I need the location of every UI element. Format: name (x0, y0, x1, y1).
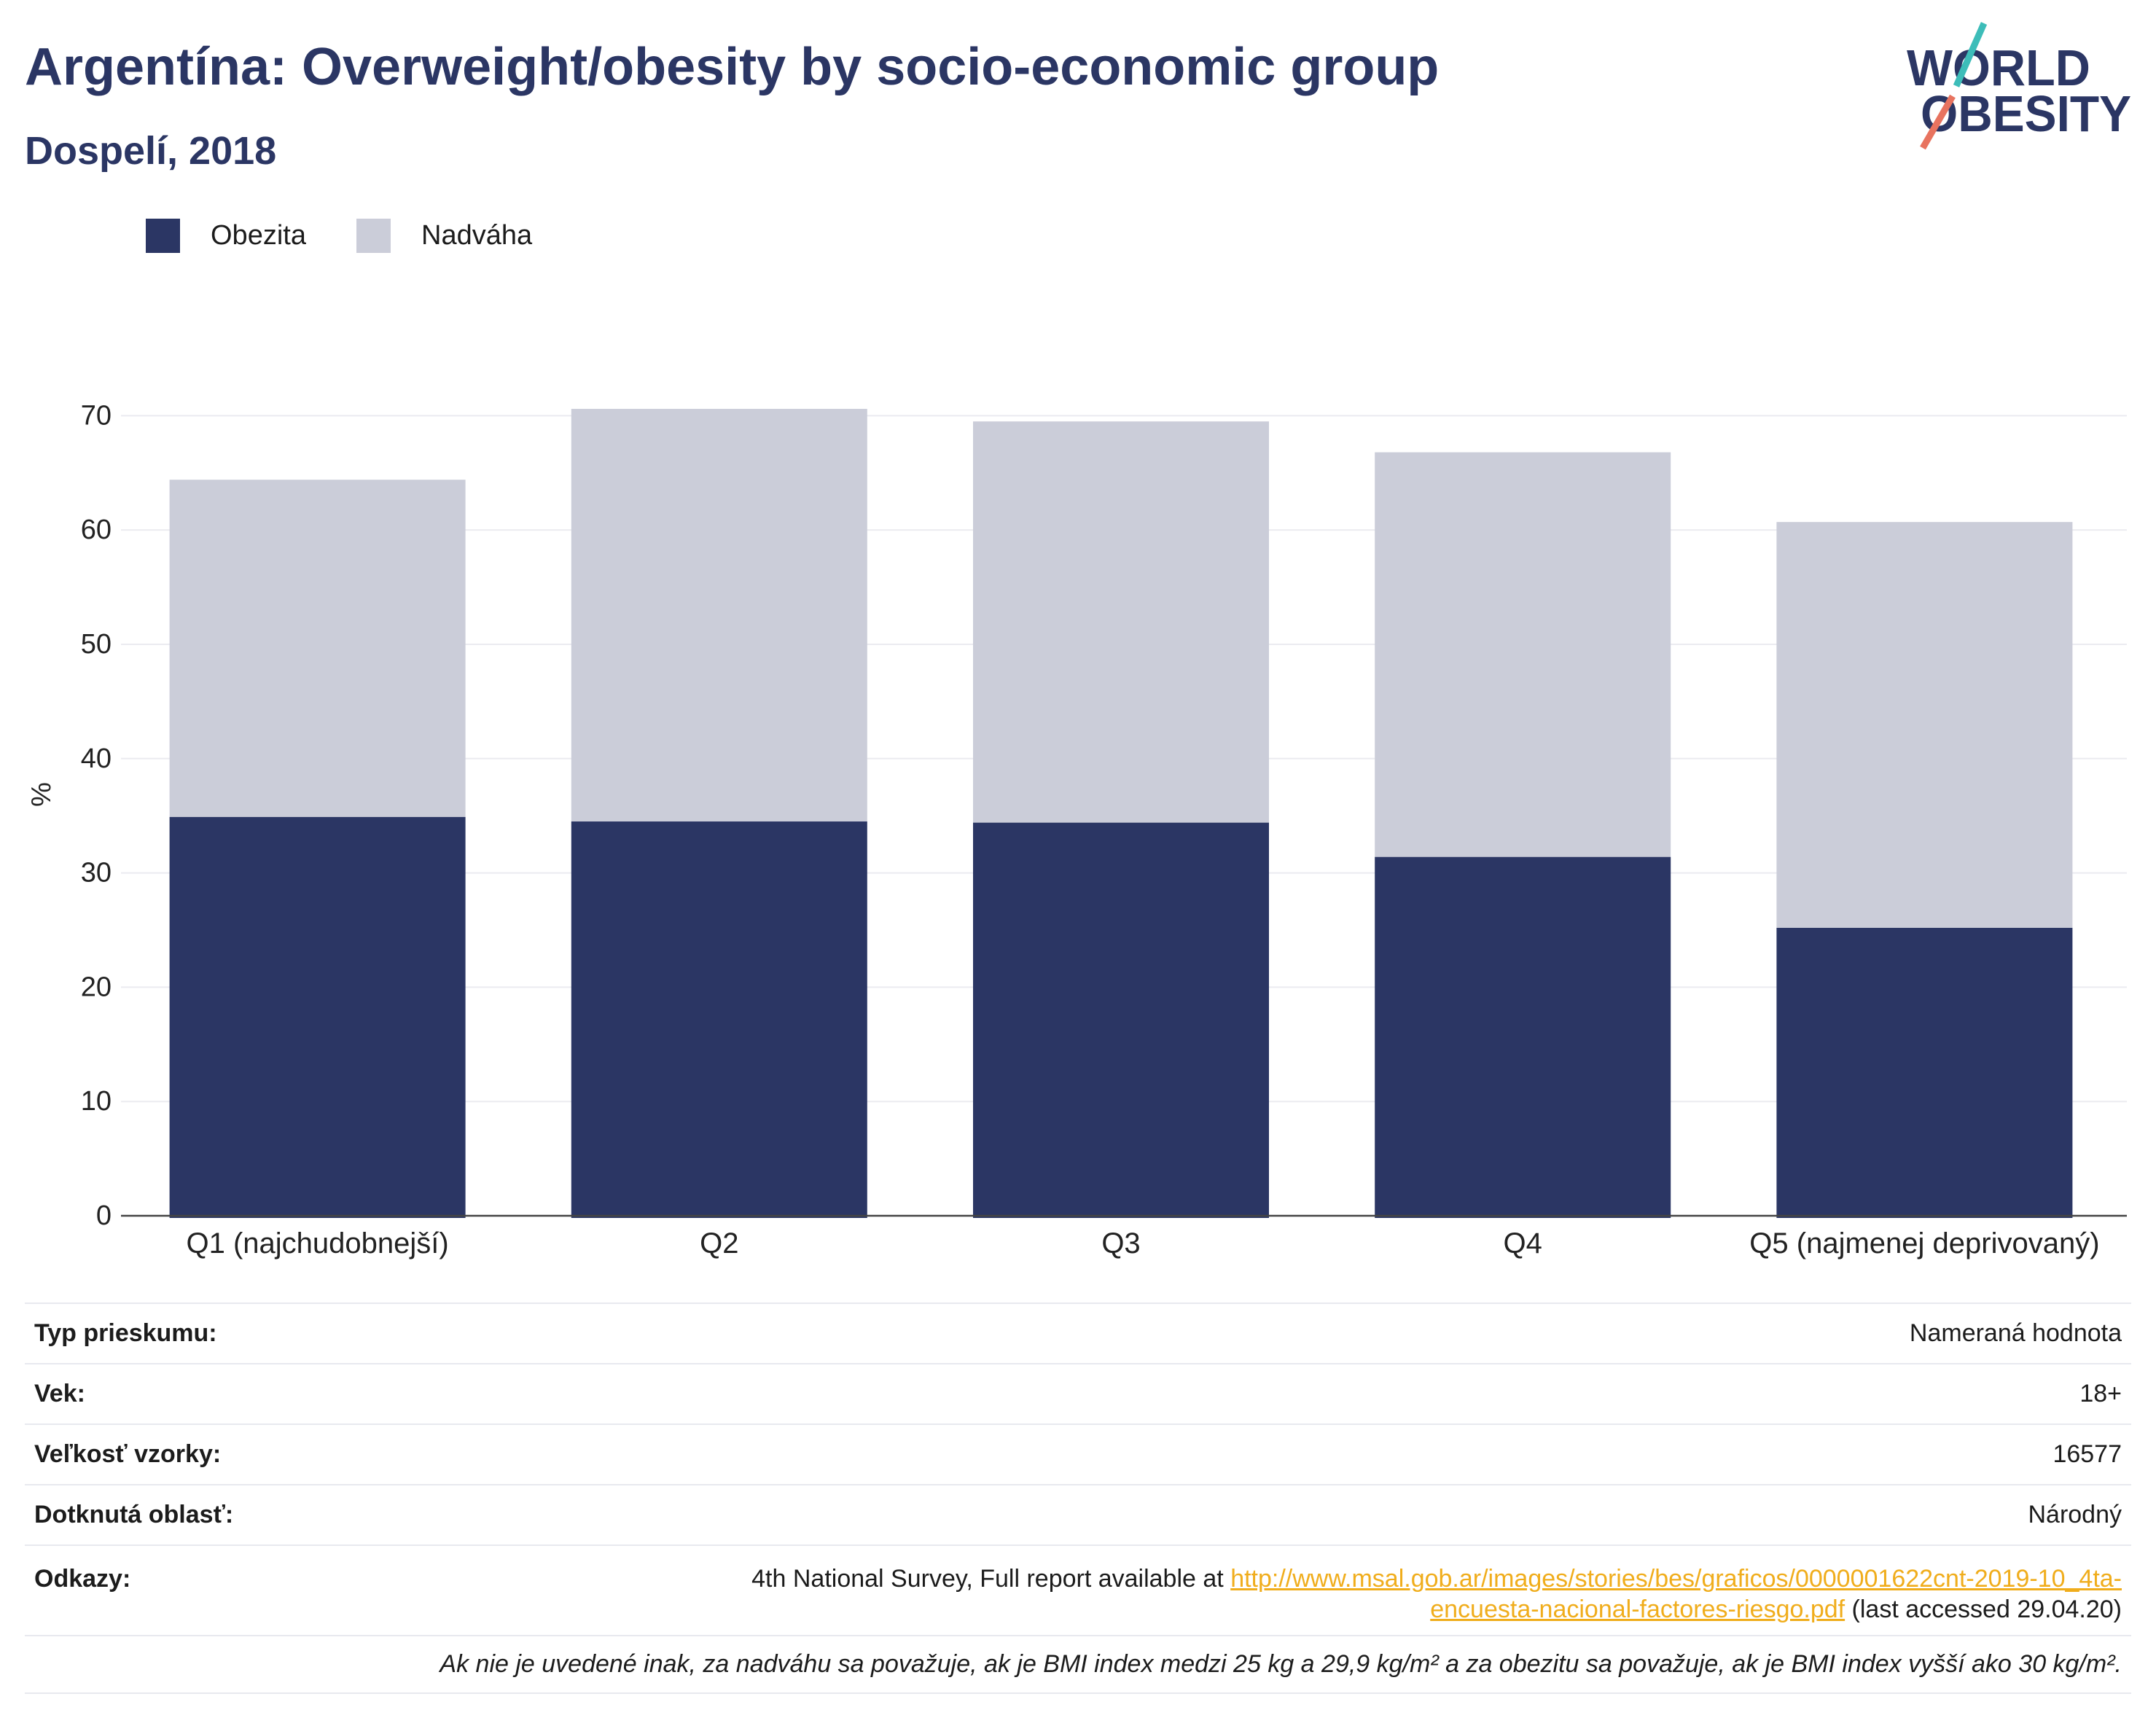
bar-obezita-q2 (571, 821, 867, 1218)
bar-nadvaha-q3 (973, 421, 1269, 823)
details-value: 16577 (2053, 1440, 2122, 1468)
details-label: Typ prieskumu: (34, 1319, 217, 1347)
details-row-survey-type: Typ prieskumu: Nameraná hodnota (25, 1303, 2131, 1363)
details-value: Nameraná hodnota (1909, 1319, 2122, 1347)
details-label: Vek: (34, 1380, 85, 1407)
y-axis-label: % (26, 782, 57, 807)
chart-subtitle: Dospelí, 2018 (25, 129, 277, 173)
details-label: Dotknutá oblasť: (34, 1501, 234, 1528)
bar-nadvaha-q5 (1776, 522, 2073, 928)
y-tick-label: 70 (81, 400, 112, 431)
y-tick-label: 10 (81, 1086, 112, 1117)
legend-swatch-obezita (146, 219, 180, 253)
details-row-area: Dotknutá oblasť: Národný (25, 1484, 2131, 1544)
legend-swatch-nadvaha (356, 219, 391, 253)
y-tick-label: 40 (81, 743, 112, 774)
bmi-definition-note: Ak nie je uvedené inak, za nadváhu sa po… (440, 1650, 2122, 1678)
x-tick-label: Q1 (najchudobnejší) (186, 1227, 448, 1260)
logo-teal-slash (1953, 22, 1988, 87)
y-tick-label: 50 (81, 629, 112, 660)
references-value: 4th National Survey, Full report availab… (693, 1563, 2122, 1625)
references-text-after: (last accessed 29.04.20) (1845, 1596, 2122, 1623)
bar-obezita-q4 (1375, 856, 1671, 1218)
details-value: 18+ (2079, 1380, 2122, 1407)
y-tick-labels: 0 10 20 30 40 50 60 70 (81, 400, 112, 1231)
x-tick-label: Q4 (1504, 1227, 1542, 1260)
x-tick-label: Q3 (1101, 1227, 1140, 1260)
bar-nadvaha-q4 (1375, 452, 1671, 857)
bar-obezita-q3 (973, 822, 1269, 1218)
bar-nadvaha-q2 (571, 408, 867, 822)
bar-obezita-q1 (169, 816, 466, 1218)
references-text-before: 4th National Survey, Full report availab… (751, 1565, 1231, 1593)
legend-item-obezita[interactable]: Obezita (146, 219, 306, 253)
details-row-references: Odkazy: 4th National Survey, Full report… (25, 1544, 2131, 1635)
logo-line-obesity: OBESITY (1921, 85, 2131, 142)
bar-nadvaha-q1 (169, 480, 466, 817)
legend-label-obezita: Obezita (211, 220, 306, 251)
chart-title: Argentína: Overweight/obesity by socio-e… (25, 38, 1440, 96)
x-tick-labels: Q1 (najchudobnejší) Q2 Q3 Q4 Q5 (najmenej de… (186, 1227, 2099, 1260)
y-tick-label: 60 (81, 515, 112, 545)
details-row-age: Vek: 18+ (25, 1363, 2131, 1423)
details-value: Národný (2028, 1501, 2122, 1528)
x-tick-label: Q5 (najmenej deprivovaný) (1749, 1227, 2099, 1260)
details-row-sample-size: Veľkosť vzorky: 16577 (25, 1423, 2131, 1484)
references-link[interactable]: http://www.msal.gob.ar/images/stories/be… (1230, 1565, 2122, 1623)
details-label: Odkazy: (34, 1565, 131, 1593)
logo-coral-slash (1920, 94, 1956, 150)
world-obesity-logo: WORLD OBESITY (1907, 22, 2131, 150)
logo-line-world: WORLD (1907, 39, 2090, 96)
bar-obezita-q5 (1776, 927, 2073, 1218)
details-row-note: Ak nie je uvedené inak, za nadváhu sa po… (25, 1635, 2131, 1694)
details-label: Veľkosť vzorky: (34, 1440, 222, 1468)
y-tick-label: 30 (81, 858, 112, 889)
y-tick-label: 0 (96, 1200, 112, 1231)
legend-item-nadvaha[interactable]: Nadváha (356, 219, 532, 253)
legend-label-nadvaha: Nadváha (421, 220, 533, 251)
bars (169, 408, 2073, 1218)
x-tick-label: Q2 (700, 1227, 738, 1260)
y-tick-label: 20 (81, 972, 112, 1002)
survey-details-table: Typ prieskumu: Nameraná hodnota Vek: 18+… (25, 1303, 2131, 1694)
